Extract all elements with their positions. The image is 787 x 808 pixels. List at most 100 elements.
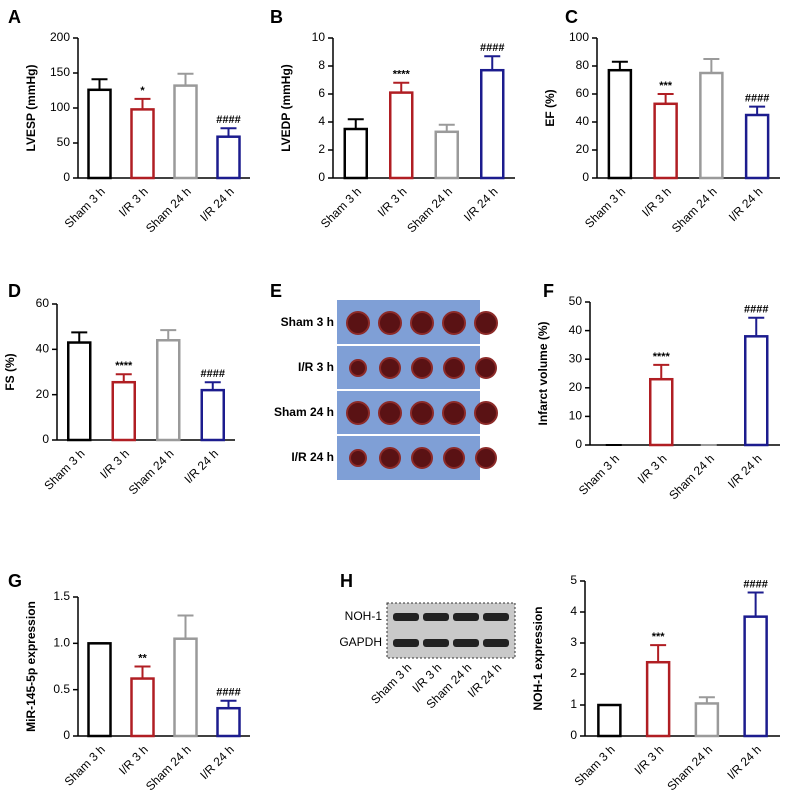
heart-slice — [411, 357, 433, 379]
y-tick-label: 0.5 — [53, 682, 70, 696]
blot-band — [423, 613, 449, 621]
y-axis-title: FS (%) — [3, 353, 17, 390]
bar — [743, 615, 768, 738]
error-bar — [484, 55, 501, 71]
error-bar — [91, 78, 108, 90]
heart-slice — [443, 447, 465, 469]
y-tick-label: 8 — [318, 58, 325, 72]
heart-slice — [475, 447, 497, 469]
bar — [389, 91, 414, 180]
bar — [130, 677, 155, 738]
heart-slice — [349, 359, 367, 377]
bar — [173, 84, 198, 180]
bar — [480, 68, 505, 180]
y-tick-label: 10 — [312, 30, 326, 44]
panel-label: F — [543, 281, 554, 301]
y-tick-label: 0 — [63, 728, 70, 742]
y-tick-label: 4 — [318, 114, 325, 128]
bar — [744, 335, 769, 447]
x-tick-label: Sham 3 h — [318, 184, 364, 230]
x-tick-label: I/R 3 h — [375, 184, 410, 219]
error-bar — [115, 373, 132, 383]
significance-label: *** — [652, 631, 666, 643]
error-bar — [749, 105, 766, 115]
significance-label: #### — [201, 368, 225, 380]
significance-label: **** — [115, 360, 133, 372]
bar — [699, 71, 724, 180]
y-tick-label: 3 — [570, 635, 577, 649]
panel-label: H — [340, 571, 353, 591]
significance-label: #### — [216, 687, 240, 699]
y-tick-label: 2 — [570, 666, 577, 680]
panel-label: D — [8, 281, 21, 301]
y-tick-label: 10 — [569, 409, 583, 423]
y-tick-label: 20 — [569, 380, 583, 394]
band-label: NOH-1 — [345, 609, 383, 623]
x-tick-label: I/R 3 h — [635, 451, 670, 486]
panel-label: B — [270, 7, 283, 27]
bar — [597, 703, 622, 738]
heart-slice — [442, 401, 466, 425]
heart-slice — [442, 311, 466, 335]
y-tick-label: 60 — [36, 296, 50, 310]
x-tick-label: Sham 3 h — [582, 184, 628, 230]
y-tick-label: 80 — [576, 58, 590, 72]
heart-slice — [474, 311, 498, 335]
bar — [216, 706, 241, 738]
y-axis-title: LVESP (mmHg) — [24, 65, 38, 152]
y-tick-label: 0 — [318, 170, 325, 184]
blot-band — [453, 613, 479, 621]
x-tick-label: I/R 3 h — [97, 446, 132, 481]
y-tick-label: 1 — [570, 697, 577, 711]
error-bar — [134, 665, 151, 679]
y-tick-label: 60 — [576, 86, 590, 100]
y-tick-label: 0 — [575, 437, 582, 451]
significance-label: * — [140, 85, 145, 97]
error-bar — [611, 60, 628, 71]
x-tick-label: I/R 24 h — [181, 446, 221, 486]
bar — [200, 388, 225, 442]
x-tick-label: Sham 3 h — [62, 184, 108, 230]
y-tick-label: 1.0 — [53, 636, 70, 650]
error-bar — [134, 97, 151, 110]
y-tick-label: 0 — [63, 170, 70, 184]
bar — [744, 113, 770, 180]
error-bar — [177, 72, 194, 86]
y-tick-label: 100 — [50, 100, 70, 114]
significance-label: #### — [743, 578, 767, 590]
blot-band — [393, 639, 419, 647]
x-tick-label: I/R 3 h — [116, 184, 151, 219]
y-tick-label: 200 — [50, 30, 70, 44]
lane-label: I/R 24 h — [465, 660, 505, 700]
bar — [607, 68, 633, 180]
x-tick-label: I/R 3 h — [116, 742, 151, 777]
significance-label: ** — [138, 652, 147, 664]
significance-label: *** — [659, 80, 673, 92]
lane-label: Sham 3 h — [368, 660, 414, 706]
heart-slice — [378, 311, 402, 335]
panel-label: G — [8, 571, 22, 591]
error-bar — [438, 123, 455, 132]
x-tick-label: Sham 24 h — [143, 184, 194, 235]
x-tick-label: I/R 24 h — [724, 742, 764, 782]
y-tick-label: 0 — [570, 728, 577, 742]
significance-label: #### — [216, 114, 240, 126]
heart-slice — [443, 357, 465, 379]
x-tick-label: Sham 24 h — [404, 184, 455, 235]
y-axis-title: MiR-145-5p expression — [24, 601, 38, 732]
heart-slice — [475, 357, 497, 379]
y-tick-label: 50 — [569, 294, 583, 308]
photo-row-label: Sham 3 h — [281, 315, 334, 329]
x-tick-label: I/R 3 h — [632, 742, 667, 777]
significance-label: #### — [480, 42, 504, 54]
error-bar — [650, 644, 667, 663]
error-bar — [698, 696, 715, 704]
blot-band — [483, 613, 509, 621]
x-tick-label: I/R 24 h — [197, 742, 237, 782]
heart-slice — [346, 311, 370, 335]
x-tick-label: Sham 3 h — [572, 742, 618, 788]
error-bar — [71, 331, 88, 343]
bar — [173, 637, 198, 738]
photo-row-label: I/R 24 h — [291, 450, 334, 464]
